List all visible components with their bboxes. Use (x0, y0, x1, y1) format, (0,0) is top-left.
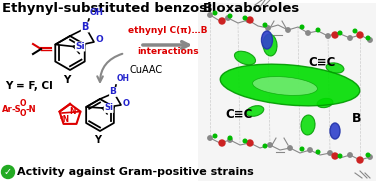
Circle shape (328, 151, 332, 155)
Ellipse shape (330, 123, 340, 139)
Circle shape (316, 28, 320, 32)
Text: OH: OH (117, 74, 130, 83)
Bar (198, 3, 376, 181)
Ellipse shape (301, 115, 315, 135)
Circle shape (316, 150, 320, 154)
Circle shape (288, 146, 292, 150)
Text: Y: Y (94, 135, 102, 145)
Circle shape (338, 31, 342, 35)
Circle shape (368, 155, 372, 159)
Text: B: B (203, 2, 213, 15)
Text: Y: Y (63, 75, 71, 85)
Circle shape (300, 147, 304, 151)
Circle shape (247, 17, 253, 23)
Circle shape (219, 18, 225, 24)
Circle shape (243, 139, 247, 143)
Text: Si: Si (104, 104, 113, 113)
Ellipse shape (220, 64, 360, 106)
Circle shape (300, 25, 304, 29)
Circle shape (208, 136, 212, 140)
Text: Activity against Gram-positive strains: Activity against Gram-positive strains (17, 167, 254, 177)
Text: Y = F, Cl: Y = F, Cl (5, 81, 53, 91)
Circle shape (357, 157, 363, 163)
Text: O: O (96, 36, 104, 44)
Ellipse shape (234, 51, 256, 65)
Circle shape (228, 14, 232, 18)
Ellipse shape (326, 63, 344, 73)
Circle shape (332, 153, 338, 159)
Circle shape (366, 36, 370, 40)
Circle shape (246, 18, 250, 22)
Circle shape (268, 143, 272, 147)
Ellipse shape (253, 77, 318, 95)
Text: ethynyl C(π)…B: ethynyl C(π)…B (128, 26, 208, 35)
Text: B: B (110, 87, 116, 96)
Circle shape (213, 134, 217, 138)
Text: ✓: ✓ (4, 167, 12, 177)
Circle shape (208, 13, 212, 17)
Circle shape (213, 11, 217, 15)
Circle shape (366, 153, 370, 157)
Text: CuAAC: CuAAC (130, 65, 163, 75)
Circle shape (326, 34, 330, 38)
Text: -N: -N (26, 104, 37, 113)
Circle shape (219, 140, 225, 146)
Circle shape (286, 28, 290, 32)
Circle shape (263, 23, 267, 27)
Text: Ethynyl-substituted benzosiloxaboroles: Ethynyl-substituted benzosiloxaboroles (2, 2, 299, 15)
Text: N: N (69, 107, 75, 117)
Text: interactions: interactions (137, 47, 199, 56)
Circle shape (338, 154, 342, 158)
Circle shape (247, 140, 253, 146)
Ellipse shape (263, 34, 277, 56)
Circle shape (348, 153, 352, 157)
Text: Si: Si (75, 42, 85, 51)
Circle shape (228, 138, 232, 142)
Circle shape (332, 32, 338, 38)
Circle shape (266, 26, 270, 30)
Text: O: O (20, 109, 26, 119)
Text: -S: -S (12, 104, 22, 113)
Ellipse shape (317, 98, 333, 108)
Text: O: O (20, 100, 26, 109)
Text: B: B (352, 111, 361, 124)
Circle shape (243, 16, 247, 20)
Circle shape (226, 16, 230, 20)
Circle shape (357, 32, 363, 38)
Circle shape (306, 31, 310, 35)
Circle shape (2, 165, 14, 178)
Circle shape (263, 144, 267, 148)
Circle shape (368, 38, 372, 42)
Circle shape (248, 141, 252, 145)
Text: OH: OH (90, 8, 104, 17)
Text: C≡C: C≡C (225, 109, 253, 122)
Ellipse shape (262, 31, 273, 49)
Circle shape (228, 136, 232, 140)
Circle shape (353, 29, 357, 33)
Text: B: B (81, 22, 89, 32)
Circle shape (348, 36, 352, 40)
Ellipse shape (246, 106, 264, 116)
Circle shape (308, 148, 312, 152)
Text: Ar: Ar (2, 104, 13, 113)
Text: ᴾN: ᴾN (60, 115, 70, 124)
Text: O: O (123, 98, 130, 107)
Text: C≡C: C≡C (308, 57, 335, 70)
